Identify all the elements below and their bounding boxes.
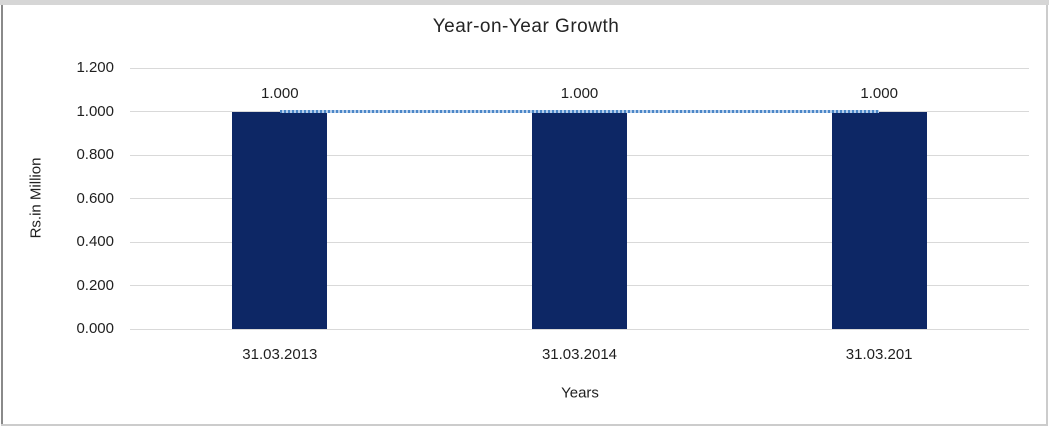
chart-border-bottom xyxy=(1,424,1048,426)
y-tick-label: 1.000 xyxy=(76,102,114,120)
chart-title: Year-on-Year Growth xyxy=(432,16,620,37)
chart-border-left xyxy=(1,5,3,426)
x-axis-title: Years xyxy=(561,384,599,402)
x-tick-label: 31.03.2014 xyxy=(541,346,618,363)
bar-data-label: 1.000 xyxy=(261,84,299,102)
y-tick-label: 0.400 xyxy=(76,233,114,250)
x-tick-label: 31.03.201 xyxy=(845,346,913,363)
y-tick-label: 0.800 xyxy=(76,146,114,163)
y-tick-label: 1.200 xyxy=(76,59,114,76)
y-tick-label: 0.000 xyxy=(76,320,114,337)
y-tick-label: 0.600 xyxy=(76,189,114,207)
bar-data-label: 1.000 xyxy=(560,84,599,102)
bar-data-label: 1.000 xyxy=(860,84,898,102)
chart-border-right xyxy=(1046,5,1048,426)
trend-dotted-line xyxy=(279,109,880,113)
bar xyxy=(532,111,627,329)
chart-border-top xyxy=(0,0,1049,5)
x-tick-label: 31.03.2013 xyxy=(242,346,318,363)
y-tick-label: 0.200 xyxy=(76,276,114,294)
gridline xyxy=(130,67,1029,69)
gridline xyxy=(130,328,1029,330)
bar xyxy=(232,111,328,329)
bar xyxy=(831,111,927,329)
